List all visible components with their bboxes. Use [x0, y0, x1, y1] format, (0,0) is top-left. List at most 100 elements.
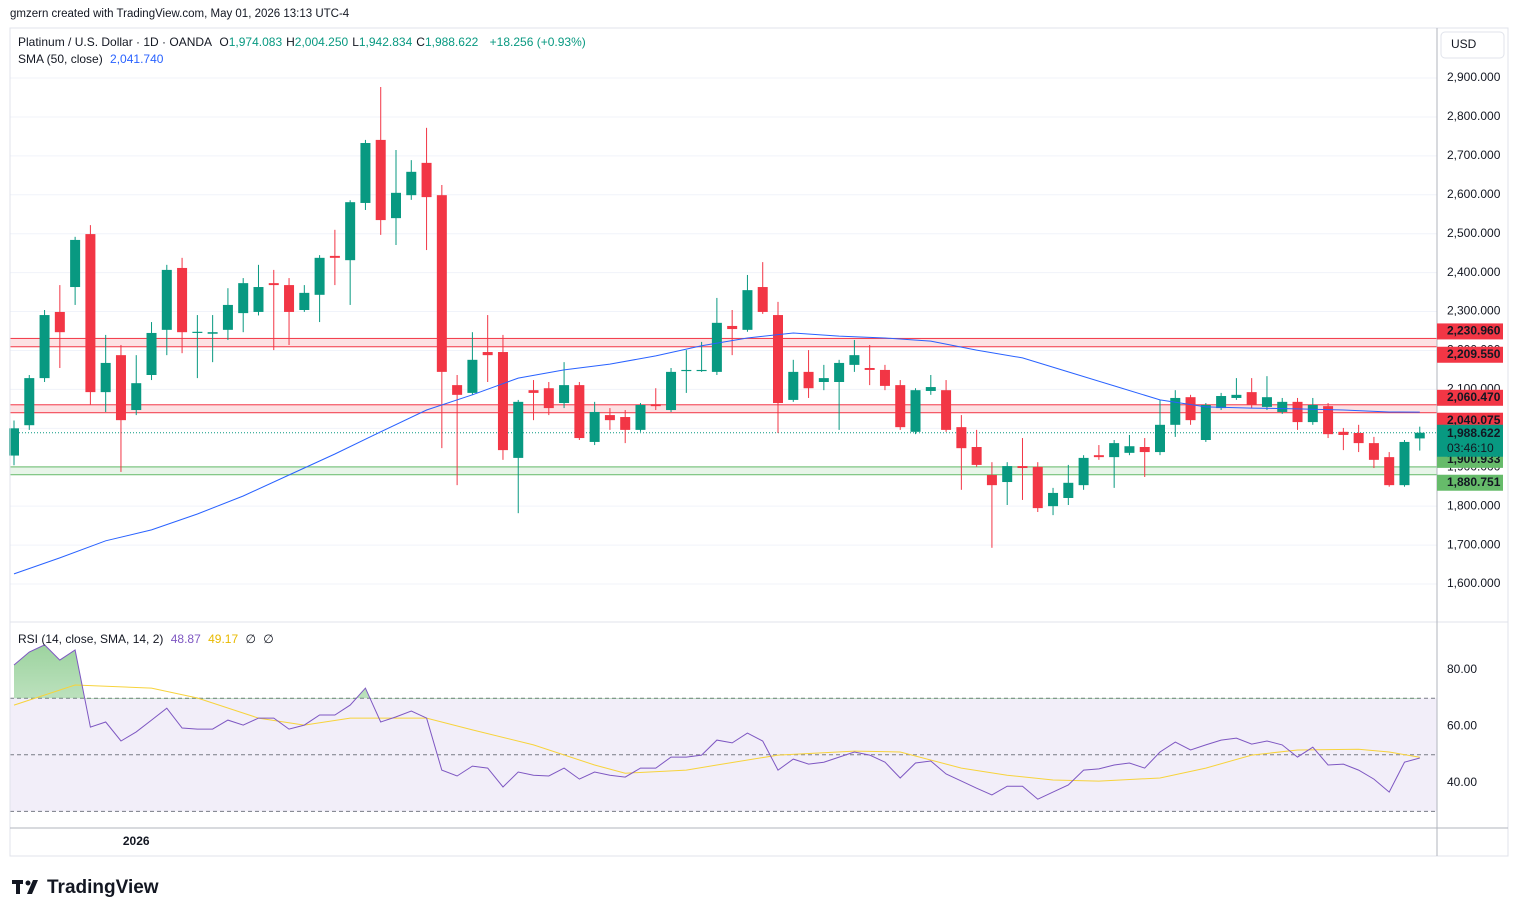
candle-body: [1414, 432, 1425, 439]
candle-body: [1170, 397, 1181, 425]
rsi-extra: ∅: [245, 632, 256, 646]
candle-body: [559, 385, 570, 404]
candle-body: [1292, 401, 1303, 423]
zone-label: 2,040.075: [1447, 413, 1501, 427]
y-tick-label: 2,500.000: [1447, 226, 1501, 240]
candle-body: [635, 404, 646, 430]
currency[interactable]: USD: [1451, 37, 1477, 51]
y-tick-label: 2,600.000: [1447, 187, 1501, 201]
candle-body: [85, 234, 96, 393]
symbol[interactable]: Platinum / U.S. Dollar · 1D · OANDA: [18, 35, 213, 49]
last-price-label: 1,988.622: [1447, 426, 1501, 440]
candle-body: [711, 322, 722, 372]
candle-body: [207, 332, 218, 334]
candle-body: [1002, 466, 1013, 483]
candle-body: [742, 290, 753, 330]
y-tick-label: 2,400.000: [1447, 265, 1501, 279]
candle-body: [986, 475, 997, 486]
rsi-line: [13, 644, 1420, 800]
sma-label[interactable]: SMA (50, close): [18, 52, 103, 66]
candle-body: [131, 383, 142, 411]
candle-body: [895, 385, 906, 428]
candle-body: [222, 304, 233, 330]
y-tick-label: 1,800.000: [1447, 498, 1501, 512]
candle-body: [284, 285, 295, 312]
candle-body: [1261, 397, 1272, 407]
ohlc-label: H: [286, 35, 295, 49]
rsi-extra: ∅: [263, 632, 274, 646]
frame: [9, 27, 1509, 857]
candle-body: [1109, 443, 1120, 458]
rsi-legend: RSI (14, close, SMA, 14, 2) 48.87 49.17 …: [18, 632, 278, 646]
rsi-band: [10, 698, 1437, 812]
candle-body: [452, 385, 463, 395]
candle-body: [971, 447, 982, 465]
zone-label: 2,060.470: [1447, 390, 1501, 404]
candle-body: [528, 390, 539, 393]
ohlc-label: O: [219, 35, 229, 49]
candle-body: [543, 388, 554, 409]
candle-body: [513, 401, 524, 458]
candle-body: [956, 427, 967, 449]
rsi-ma-value: 49.17: [208, 632, 239, 646]
candle-body: [1399, 441, 1410, 486]
x-tick-label: 2026: [123, 834, 150, 848]
last-price-bg: [1437, 424, 1503, 457]
candle-body: [482, 352, 493, 356]
candle-body: [360, 143, 371, 203]
currency-button[interactable]: [1440, 31, 1505, 59]
candle-body: [1032, 466, 1043, 509]
candle-body: [864, 367, 875, 370]
candle-body: [803, 371, 814, 389]
candle-body: [1231, 394, 1242, 398]
candle-body: [100, 362, 111, 393]
candle-body: [773, 315, 783, 404]
candle-body: [1338, 431, 1349, 435]
y-tick-label: 2,900.000: [1447, 70, 1501, 84]
candle-body: [879, 369, 890, 386]
candle-body: [115, 355, 126, 421]
candle-body: [192, 331, 203, 333]
logo-icon: [12, 880, 38, 894]
candle-body: [161, 269, 172, 330]
y-tick-label: 2,800.000: [1447, 109, 1501, 123]
symbol-legend: Platinum / U.S. Dollar · 1D · OANDA O1,9…: [18, 35, 590, 49]
countdown: 03:46:10: [1447, 441, 1494, 455]
y-tick-label: 1,700.000: [1447, 537, 1501, 551]
candle-body: [436, 195, 447, 372]
candle-body: [268, 283, 279, 286]
candle-body: [24, 378, 35, 426]
zone: [9, 337, 1438, 348]
candle-body: [329, 255, 340, 258]
rsi-label[interactable]: RSI (14, close, SMA, 14, 2): [18, 632, 164, 646]
sma-line: [13, 332, 1420, 575]
candle-body: [345, 202, 356, 261]
candle-body: [849, 355, 860, 365]
ohlc-value: 1,942.834: [358, 35, 413, 49]
candle-body: [253, 287, 264, 312]
rsi-tick-label: 60.00: [1447, 719, 1477, 733]
zone-label: 2,209.550: [1447, 347, 1501, 361]
ohlc-value: 1,988.622: [424, 35, 479, 49]
candle-body: [910, 390, 921, 432]
candle-body: [1200, 404, 1211, 440]
candle-body: [1368, 443, 1379, 460]
rsi-tick-label: 80.00: [1447, 662, 1477, 676]
logo[interactable]: TradingView: [47, 877, 159, 898]
ohlc-value: 1,974.083: [228, 35, 283, 49]
candle-body: [146, 332, 157, 375]
ohlc-value: 2,004.250: [294, 35, 349, 49]
candle-body: [299, 292, 310, 310]
candle-body: [788, 371, 799, 400]
y-tick-label: 2,300.000: [1447, 304, 1501, 318]
zone-label-bg: [1437, 323, 1503, 340]
candle-body: [1307, 404, 1318, 423]
candle-body: [589, 411, 600, 442]
candle-body: [604, 415, 615, 421]
candle-body: [1093, 455, 1104, 458]
candle-body: [834, 362, 845, 383]
candle-body: [1063, 482, 1074, 498]
zone-label-bg: [1437, 389, 1503, 406]
